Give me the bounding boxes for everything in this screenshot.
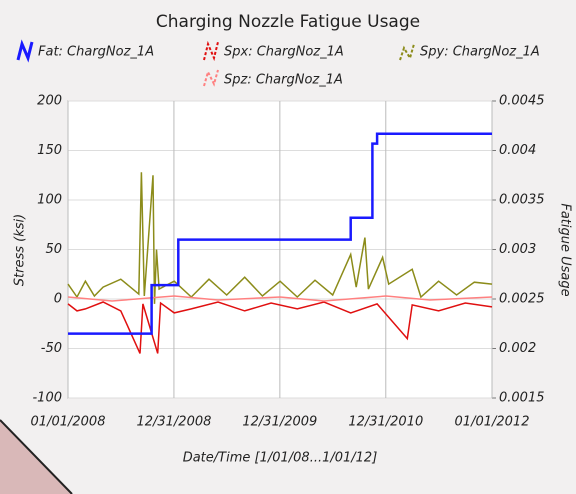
legend-label: Spz: ChargNoz_1A bbox=[224, 73, 343, 88]
y2-tick-label: 0.0045 bbox=[499, 94, 545, 109]
y2-tick-label: 0.0025 bbox=[499, 292, 545, 307]
corner-edge bbox=[0, 419, 73, 494]
y-tick-label: 200 bbox=[37, 94, 62, 109]
legend-label: Spx: ChargNoz_1A bbox=[224, 45, 344, 60]
y2-tick-label: 0.002 bbox=[499, 341, 536, 356]
y-tick-label: 50 bbox=[45, 242, 62, 257]
legend-label: Fat: ChargNoz_1A bbox=[38, 45, 154, 60]
y-axis-label: Stress (ksi) bbox=[13, 214, 28, 286]
legend: Fat: ChargNoz_1A Spx: ChargNoz_1A Spy: C… bbox=[16, 39, 540, 88]
legend-label: Spy: ChargNoz_1A bbox=[420, 45, 540, 60]
y-tick-label: -100 bbox=[32, 391, 62, 406]
series-line bbox=[67, 172, 493, 304]
legend-icon bbox=[203, 69, 219, 87]
y-tick-label: -50 bbox=[41, 341, 62, 356]
series-line bbox=[68, 132, 492, 335]
x-tick-label: 01/01/2008 bbox=[31, 415, 106, 430]
y2-tick-label: 0.004 bbox=[499, 143, 536, 158]
y2-tick-label: 0.003 bbox=[499, 242, 536, 257]
chart-title: Charging Nozzle Fatigue Usage bbox=[156, 12, 420, 32]
y-tick-label: 150 bbox=[37, 143, 62, 158]
series-line bbox=[67, 295, 493, 302]
y-tick-label: 100 bbox=[37, 193, 62, 208]
x-axis-label: Date/Time [1/01/08...1/01/12] bbox=[183, 451, 378, 466]
x-tick-label: 12/31/2008 bbox=[136, 415, 211, 430]
x-tick-label: 01/01/2012 bbox=[455, 415, 530, 430]
y2-tick-label: 0.0015 bbox=[499, 391, 545, 406]
x-tick-label: 12/31/2010 bbox=[348, 415, 423, 430]
series-line bbox=[67, 301, 493, 354]
x-tick-label: 12/31/2009 bbox=[242, 415, 317, 430]
legend-icon bbox=[16, 39, 34, 63]
y-tick-label: 0 bbox=[54, 292, 62, 307]
legend-icon bbox=[399, 43, 415, 61]
y2-axis-label: Fatigue Usage bbox=[558, 203, 573, 296]
y2-tick-label: 0.0035 bbox=[499, 193, 545, 208]
